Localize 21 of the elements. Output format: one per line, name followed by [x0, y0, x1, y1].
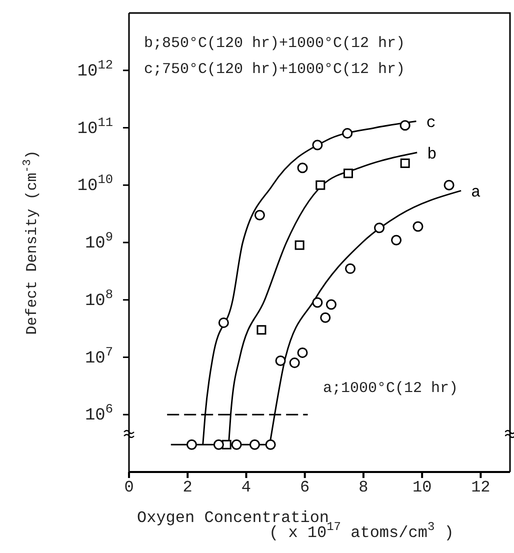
- y-tick-label: 10$^{10}$: [77, 172, 113, 196]
- y-tick-label: 10$^{9}$: [84, 229, 113, 254]
- annotation: b;850°C(120 hr)+1000°C(12 hr): [144, 35, 406, 52]
- y-tick-label: 10$^{8}$: [84, 286, 113, 311]
- y-tick-label: 10$^{11}$: [77, 114, 114, 139]
- x-tick-label: 4: [241, 478, 252, 496]
- x-tick-label: 6: [300, 478, 310, 496]
- x-tick-label: 10: [412, 478, 432, 496]
- y-tick-label: 10$^{7}$: [84, 344, 113, 368]
- annotation: c;750°C(120 hr)+1000°C(12 hr): [144, 61, 406, 78]
- y-tick-label: 10$^{6}$: [84, 401, 113, 426]
- x-tick-label: 2: [182, 478, 192, 496]
- x-axis-title: Oxygen Concentration ( x 10$^{17}$ atoms/cm$^{3}$ ): [137, 509, 454, 542]
- series-label: c: [426, 114, 436, 132]
- y-tick-label: 10$^{12}$: [77, 56, 113, 82]
- series-label: b: [427, 146, 437, 164]
- x-tick-label: 0: [124, 478, 134, 496]
- annotation: a;1000°C(12 hr): [323, 380, 458, 397]
- x-tick-label: 8: [358, 478, 368, 496]
- x-tick-label: 12: [471, 478, 490, 496]
- series-label: a: [471, 184, 482, 202]
